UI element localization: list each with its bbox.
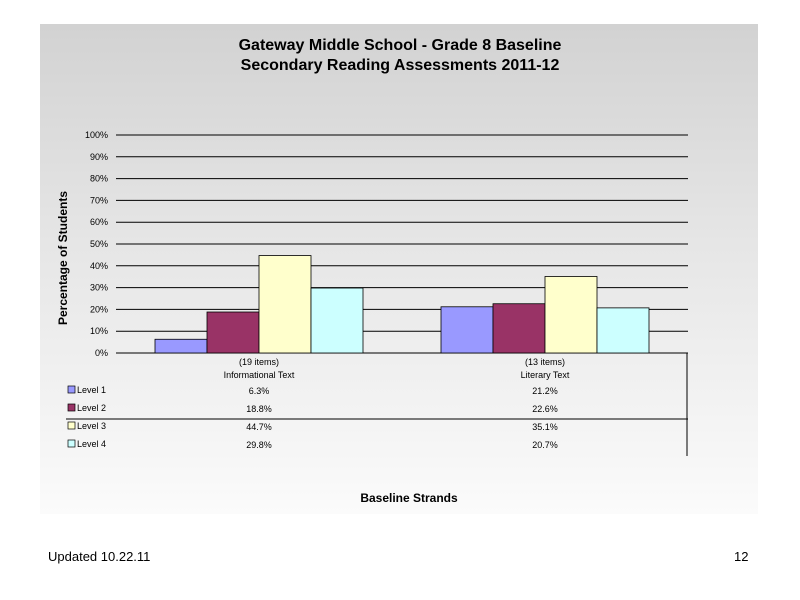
chart-panel bbox=[40, 24, 758, 514]
legend-swatch bbox=[67, 421, 76, 430]
x-category-label: (19 items) bbox=[239, 357, 279, 367]
data-table-cell: 6.3% bbox=[249, 386, 270, 396]
x-category-label: Literary Text bbox=[521, 370, 570, 380]
data-table-cell: 21.2% bbox=[532, 386, 558, 396]
y-tick-label: 40% bbox=[90, 261, 108, 271]
bar bbox=[492, 303, 546, 354]
x-category-label: Informational Text bbox=[224, 370, 295, 380]
x-axis-label: Baseline Strands bbox=[360, 491, 458, 505]
data-table-cell: 22.6% bbox=[532, 404, 558, 414]
y-axis-label: Percentage of Students bbox=[56, 191, 70, 325]
legend-swatch bbox=[67, 439, 76, 448]
data-table-cell: 44.7% bbox=[246, 422, 272, 432]
legend-label: Level 2 bbox=[77, 403, 106, 413]
y-tick-label: 90% bbox=[90, 152, 108, 162]
chart-title: Gateway Middle School - Grade 8 Baseline… bbox=[0, 36, 800, 76]
x-category-label: (13 items) bbox=[525, 357, 565, 367]
y-tick-label: 60% bbox=[90, 217, 108, 227]
legend-swatch bbox=[67, 385, 76, 394]
y-tick-label: 50% bbox=[90, 239, 108, 249]
legend-label: Level 4 bbox=[77, 439, 106, 449]
data-table-cell: 29.8% bbox=[246, 440, 272, 450]
legend-swatch bbox=[67, 403, 76, 412]
legend-label: Level 3 bbox=[77, 421, 106, 431]
data-table-cell: 20.7% bbox=[532, 440, 558, 450]
bar bbox=[154, 338, 208, 354]
y-tick-label: 70% bbox=[90, 195, 108, 205]
footer-updated: Updated 10.22.11 bbox=[48, 549, 151, 564]
data-table-cell: 18.8% bbox=[246, 404, 272, 414]
chart-title-line-1: Gateway Middle School - Grade 8 Baseline bbox=[238, 37, 562, 54]
y-tick-label: 10% bbox=[90, 326, 108, 336]
bar bbox=[440, 306, 494, 354]
data-table-cell: 35.1% bbox=[532, 422, 558, 432]
legend-label: Level 1 bbox=[77, 385, 106, 395]
bar bbox=[206, 311, 260, 354]
bar bbox=[258, 255, 312, 354]
bar bbox=[310, 287, 364, 354]
y-tick-label: 20% bbox=[90, 304, 108, 314]
y-tick-label: 30% bbox=[90, 283, 108, 293]
y-tick-label: 80% bbox=[90, 174, 108, 184]
chart-title-line-2: Secondary Reading Assessments 2011-12 bbox=[240, 57, 560, 74]
y-tick-label: 100% bbox=[85, 130, 108, 140]
y-tick-label: 0% bbox=[95, 348, 108, 358]
footer-page-number: 12 bbox=[734, 549, 749, 564]
bar bbox=[544, 276, 598, 354]
bar bbox=[596, 307, 650, 354]
